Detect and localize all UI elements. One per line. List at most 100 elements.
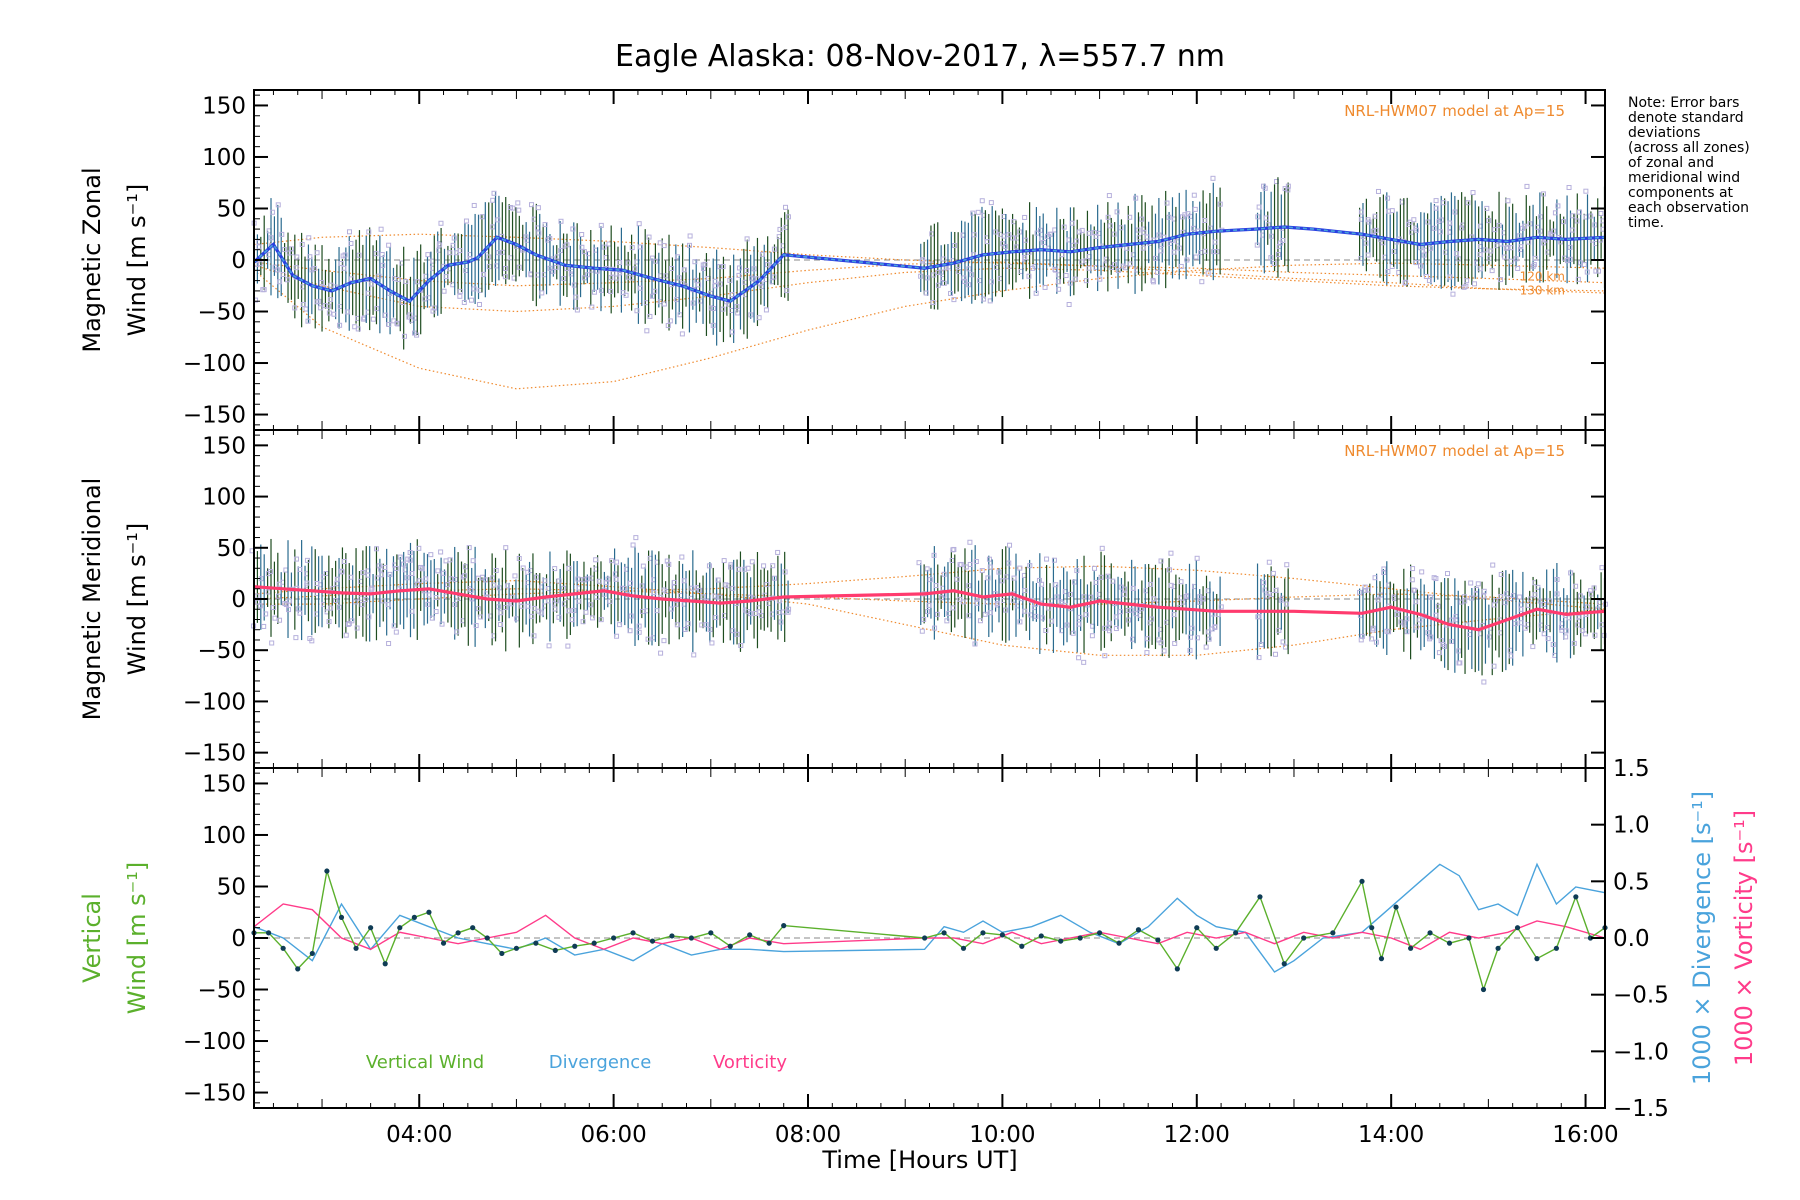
data-point xyxy=(727,277,733,283)
data-point xyxy=(1411,217,1417,223)
data-point xyxy=(297,610,303,616)
data-point xyxy=(525,603,531,609)
data-point xyxy=(1532,255,1538,261)
data-point xyxy=(1156,232,1162,238)
data-point xyxy=(706,563,712,569)
data-point xyxy=(374,546,380,552)
vertical-wind-marker xyxy=(1427,930,1433,936)
data-point xyxy=(1258,642,1264,648)
data-point xyxy=(575,576,581,582)
y-tick-label: 150 xyxy=(202,771,246,797)
data-point xyxy=(441,288,447,294)
data-point xyxy=(542,578,548,584)
data-point xyxy=(1125,607,1131,613)
data-point xyxy=(261,287,267,293)
data-point xyxy=(1066,301,1072,307)
data-point xyxy=(1022,237,1028,243)
data-point xyxy=(471,202,477,208)
vertical-wind-marker xyxy=(980,930,986,936)
data-point xyxy=(712,278,718,284)
vertical-wind-marker xyxy=(1281,961,1287,967)
data-point xyxy=(639,608,645,614)
data-point xyxy=(368,281,374,287)
data-point xyxy=(490,575,496,581)
data-point xyxy=(1262,587,1268,593)
data-point xyxy=(720,264,726,270)
data-point xyxy=(1555,203,1561,209)
meridional-panel: −150 −100 −50 0 50 100 150 Magnetic Meridional W… xyxy=(78,429,1608,769)
data-point xyxy=(657,240,663,246)
data-point xyxy=(386,321,392,327)
data-point xyxy=(1423,273,1429,279)
data-point xyxy=(924,566,930,572)
data-point xyxy=(745,565,751,571)
data-point xyxy=(604,579,610,585)
data-point xyxy=(1270,570,1276,576)
data-point xyxy=(566,565,572,571)
data-point xyxy=(1462,598,1468,604)
data-point xyxy=(436,242,442,248)
data-point xyxy=(1505,198,1511,204)
data-point xyxy=(967,561,973,567)
data-point xyxy=(570,226,576,232)
vertical-wind-marker xyxy=(1077,935,1083,941)
data-point xyxy=(336,604,342,610)
data-point xyxy=(1172,640,1178,646)
data-point xyxy=(747,594,753,600)
data-point xyxy=(720,306,726,312)
data-point xyxy=(1111,231,1117,237)
data-point xyxy=(661,301,667,307)
data-point xyxy=(1588,591,1594,597)
data-point xyxy=(784,288,790,294)
data-point xyxy=(286,598,292,604)
data-point xyxy=(341,265,347,271)
data-point xyxy=(280,271,286,277)
data-point xyxy=(1027,563,1033,569)
data-point xyxy=(573,294,579,300)
data-point xyxy=(495,250,501,256)
data-point xyxy=(710,322,716,328)
data-point xyxy=(468,587,474,593)
data-point xyxy=(1011,575,1017,581)
data-point xyxy=(1264,593,1270,599)
data-point xyxy=(1269,233,1275,239)
legend-item: Vertical Wind xyxy=(366,1052,484,1073)
data-point xyxy=(345,621,351,627)
data-point xyxy=(1436,650,1442,656)
data-point xyxy=(661,587,667,593)
data-point xyxy=(1168,582,1174,588)
data-point xyxy=(414,332,420,338)
data-point xyxy=(435,568,441,574)
data-point xyxy=(564,242,570,248)
data-point xyxy=(490,224,496,230)
data-point xyxy=(607,598,613,604)
y-axis-label: Wind [m s⁻¹] xyxy=(123,523,151,675)
data-point xyxy=(620,290,626,296)
data-point xyxy=(694,277,700,283)
data-point xyxy=(751,276,757,282)
data-point xyxy=(539,290,545,296)
data-point xyxy=(924,275,930,281)
data-point xyxy=(1193,254,1199,260)
data-point xyxy=(428,552,434,558)
data-point xyxy=(1452,209,1458,215)
data-point xyxy=(1076,621,1082,627)
data-point xyxy=(1140,245,1146,251)
data-point xyxy=(1573,583,1579,589)
data-point xyxy=(1189,625,1195,631)
data-point xyxy=(764,582,770,588)
data-point xyxy=(1425,219,1431,225)
data-point xyxy=(359,602,365,608)
data-point xyxy=(257,261,263,267)
data-point xyxy=(950,605,956,611)
data-point xyxy=(623,292,629,298)
data-point xyxy=(279,231,285,237)
data-point xyxy=(297,566,303,572)
data-point xyxy=(1550,642,1556,648)
data-point xyxy=(665,323,671,329)
data-point xyxy=(1453,251,1459,257)
data-point xyxy=(633,535,639,541)
data-point xyxy=(761,563,767,569)
data-point xyxy=(556,614,562,620)
data-point xyxy=(1086,230,1092,236)
